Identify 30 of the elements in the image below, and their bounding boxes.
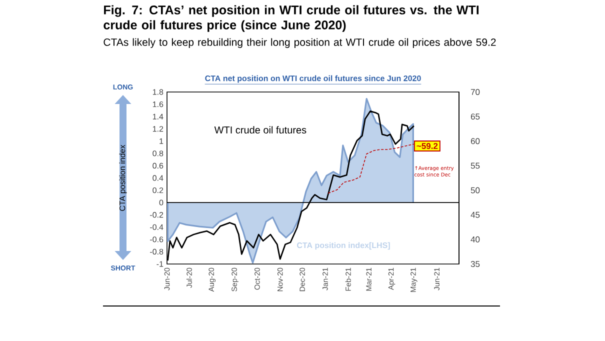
y-tick-label: 1.8 <box>152 89 164 95</box>
y-axis-title: CTA position index <box>119 144 127 211</box>
chart-title: Fig. 7: CTAs’ net position in WTI crude oil futures vs. the WTI crude oil futures price (since June 2020) <box>104 5 479 32</box>
y-tick-label: -0.8 <box>150 248 164 255</box>
y-tick-label: 0 <box>159 200 164 206</box>
y-tick-label: 1.6 <box>152 101 164 108</box>
y2-tick-label: 55 <box>470 162 480 169</box>
y-tick-label: 0.2 <box>152 187 164 194</box>
series-label: CTA position index[LHS] <box>297 242 390 250</box>
y2-tick-label: 70 <box>470 89 480 96</box>
y-tick-label: 0.6 <box>152 162 164 169</box>
y-tick-label: 1.2 <box>152 126 164 132</box>
annotation: ~59.2 <box>416 142 438 150</box>
y-tick-label: -0.6 <box>150 236 164 242</box>
y2-tick-label: 65 <box>470 114 480 120</box>
y-tick-label: 1.4 <box>152 114 164 120</box>
y-tick-label: 0.4 <box>152 175 164 181</box>
y2-tick-label: 50 <box>470 187 480 194</box>
text: WTI crude oil futures <box>214 126 306 134</box>
y2-tick-label: 60 <box>470 138 480 144</box>
y-tick-label: 1 <box>160 138 164 144</box>
text: CTA net position on WTI crude oil futures since Jun 2020 <box>205 75 421 83</box>
y-tick-label: -0.2 <box>150 212 164 218</box>
y-tick-label: -1 <box>156 261 164 267</box>
y-tick-label: 0.8 <box>152 150 164 156</box>
y-tick-label: -0.4 <box>150 224 164 230</box>
y2-tick-label: 40 <box>470 236 480 242</box>
chart-subtitle: CTAs likely to keep rebuilding their long position at WTI crude oil prices above 59.2 <box>104 38 496 48</box>
y2-tick-label: 45 <box>470 212 480 218</box>
y2-tick-label: 35 <box>470 261 480 268</box>
